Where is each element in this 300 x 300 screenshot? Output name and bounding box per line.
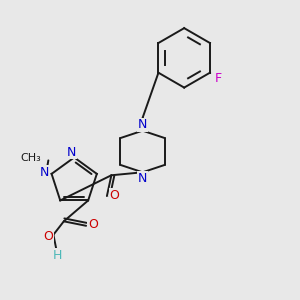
Text: O: O [44, 230, 54, 243]
Text: H: H [52, 249, 62, 262]
Text: N: N [40, 166, 49, 179]
Text: N: N [138, 118, 147, 131]
Text: N: N [67, 146, 76, 159]
Text: O: O [88, 218, 98, 231]
Text: F: F [215, 72, 222, 85]
Text: O: O [110, 189, 119, 202]
Text: CH₃: CH₃ [20, 153, 41, 163]
Text: N: N [138, 172, 147, 185]
